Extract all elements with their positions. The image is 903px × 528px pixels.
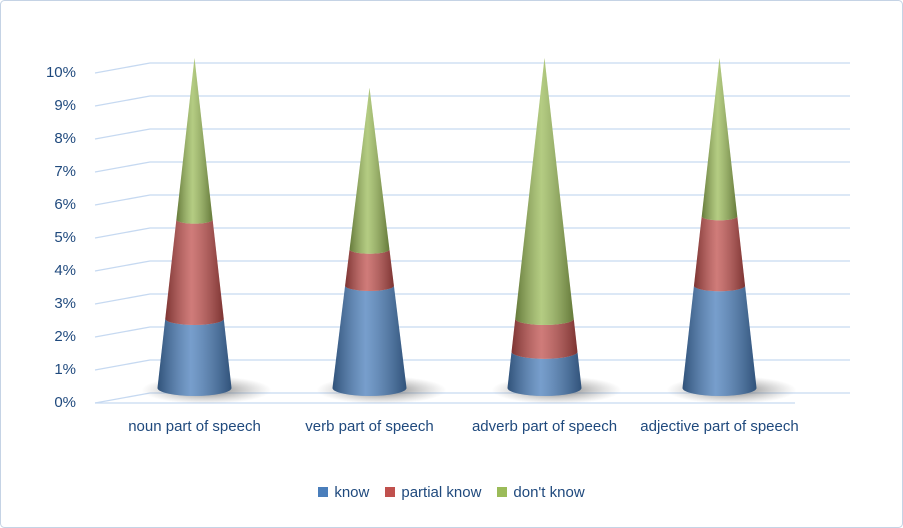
y-tick-label: 5% [54,229,76,246]
grid-line [94,326,850,338]
legend-label: partial know [401,484,482,501]
x-tick-label: verb part of speech [305,418,434,435]
y-tick-label: 3% [54,295,76,312]
grid-line [94,227,850,239]
legend-label: don't know [513,484,585,501]
cone-shading [515,58,574,326]
grid-line [94,161,850,173]
cone-shading [693,216,746,292]
y-tick-label: 9% [54,97,76,114]
legend: know partial know don't know [0,484,903,501]
grid-line [94,359,850,371]
cone-shading [165,219,224,326]
legend-swatch [497,487,508,497]
cone-shading [511,318,578,359]
cone-shading [157,318,232,396]
y-tick-label: 0% [54,394,76,411]
legend-label: know [334,484,370,501]
legend-item: partial know [385,484,481,501]
cone-shading [507,351,582,396]
grid-line [94,194,850,206]
y-tick-label: 8% [54,130,76,147]
y-tick-label: 7% [54,163,76,180]
y-tick-label: 1% [54,361,76,378]
legend-item: know [318,484,369,501]
grid-line [94,293,850,305]
legend-swatch [318,487,329,497]
x-tick-label: adverb part of speech [471,418,618,435]
legend-item: don't know [497,484,585,501]
cone-shading [349,87,390,254]
x-tick-label: adjective part of speech [640,418,799,435]
grid-line [94,128,850,140]
y-tick-label: 4% [54,262,76,279]
cone-shading [176,58,213,224]
cone-shading [332,285,407,396]
grid-line [94,95,850,107]
x-tick-label: noun part of speech [128,418,261,435]
y-tick-label: 6% [54,196,76,213]
legend-swatch [385,487,396,497]
cone-shading [701,58,738,221]
grid-line [94,260,850,272]
cone-shading [682,285,757,396]
grid-line [94,62,850,74]
y-tick-label: 10% [46,64,76,81]
cone-shading [345,249,394,291]
y-tick-label: 2% [54,328,76,345]
